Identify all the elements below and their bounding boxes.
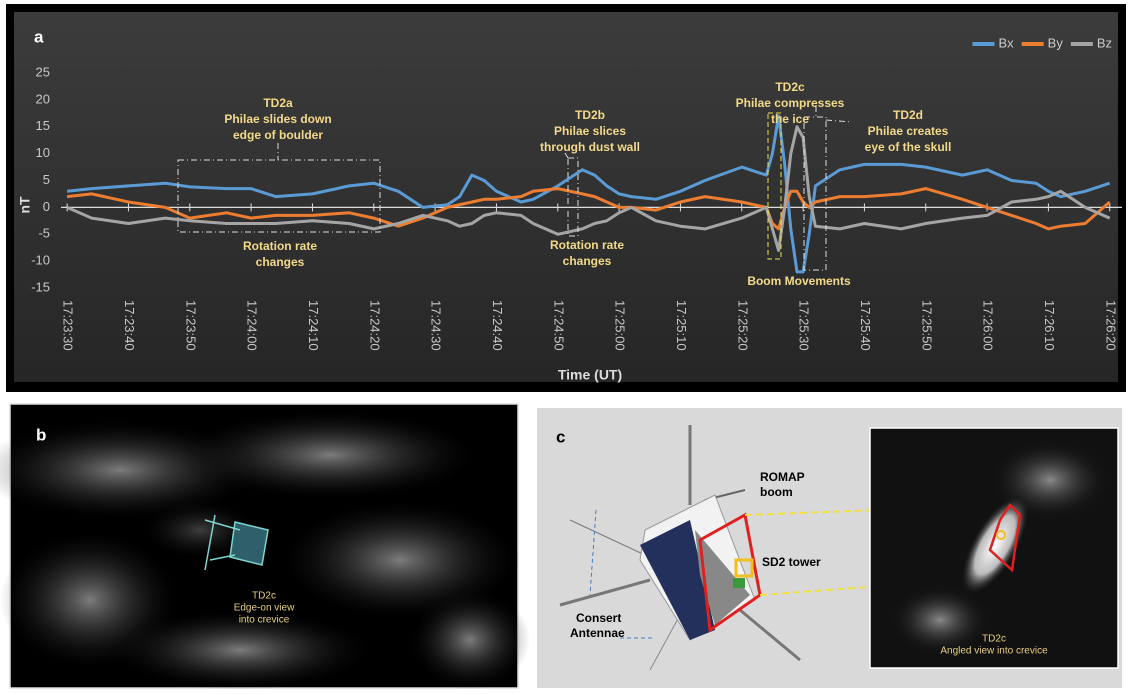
series-line [66, 114, 1111, 274]
x-tick-label: 17:24:30 [429, 300, 444, 351]
diagram-label: SD2 tower [762, 555, 821, 569]
annotation-box [567, 157, 579, 237]
annotation: the ice [771, 112, 809, 126]
annotation: Boom Movements [747, 274, 851, 288]
annotation-stem [825, 119, 853, 123]
x-tick-label: 17:26:20 [1103, 300, 1118, 351]
annotation-box [767, 112, 782, 260]
lander-diagram [559, 425, 801, 671]
diagram-label: Antennae [570, 626, 625, 640]
x-axis-label: Time (UT) [558, 367, 622, 383]
x-tick-label: 17:24:50 [551, 300, 566, 351]
series-line [66, 125, 1111, 252]
y-tick-label: -5 [38, 226, 50, 241]
y-axis-label: nT [17, 196, 33, 214]
caption: Edge-on view [234, 603, 295, 614]
panel-label: b [36, 425, 46, 444]
y-tick-label: -15 [31, 279, 50, 294]
panel-a-background [14, 12, 1118, 382]
y-tick-label: -10 [31, 253, 50, 268]
x-tick-label: 17:26:00 [981, 300, 996, 351]
x-tick-label: 17:24:40 [490, 300, 505, 351]
caption: Angled view into crevice [940, 646, 1048, 657]
annotation: changes [256, 255, 305, 269]
annotation: TD2c [775, 80, 805, 94]
x-tick-label: 17:25:50 [919, 300, 934, 351]
annotation: Rotation rate [550, 238, 624, 252]
caption: TD2c [982, 634, 1006, 645]
caption: TD2c [252, 591, 276, 602]
panel-label: c [556, 427, 565, 446]
x-tick-label: 17:25:40 [858, 300, 873, 351]
legend-label: Bx [998, 35, 1014, 50]
annotations: TD2a Philae slides down edge of boulder … [224, 80, 951, 288]
legend-label: Bz [1097, 35, 1112, 50]
caption: into crevice [239, 615, 290, 626]
annotation: Philae slices [554, 124, 626, 138]
y-tick-label: 5 [43, 172, 50, 187]
annotation: TD2a [263, 96, 293, 110]
x-tick-label: 17:23:30 [61, 300, 76, 351]
annotation: TD2b [575, 108, 605, 122]
annotation-box [803, 116, 827, 271]
annotation: Philae creates [868, 124, 949, 138]
annotation-stem [564, 152, 569, 159]
x-tick-label: 17:25:10 [674, 300, 689, 351]
annotation-boxes [177, 106, 853, 271]
plot-area: -15 -10 -5 0 5 10 15 20 25 17:23:30 17:23:40 17:23:… [31, 35, 1122, 351]
annotation: eye of the skull [865, 140, 952, 154]
x-tick-label: 17:24:00 [245, 300, 260, 351]
annotation: edge of boulder [233, 128, 323, 142]
x-tick-label: 17:24:10 [306, 300, 321, 351]
diagram-label: ROMAP [760, 470, 805, 484]
y-tick-label: 10 [36, 145, 50, 160]
inset-texture [890, 440, 1110, 655]
y-tick-label: 20 [36, 91, 50, 106]
panel-label: a [34, 27, 44, 46]
diagram-label: boom [760, 485, 793, 499]
annotation-box [177, 159, 381, 233]
annotation: through dust wall [540, 140, 640, 154]
annotation: Philae compresses [736, 96, 845, 110]
y-tick-label: 15 [36, 118, 50, 133]
annotation: Philae slides down [224, 112, 331, 126]
y-tick-label: 25 [36, 64, 50, 79]
annotation: Rotation rate [243, 239, 317, 253]
lander-icon [204, 514, 269, 571]
x-tick-label: 17:25:20 [735, 300, 750, 351]
rock-texture [0, 410, 530, 690]
x-tick-label: 17:24:20 [367, 300, 382, 351]
diagram-label: Consert [576, 611, 621, 625]
y-tick-label: 0 [43, 199, 50, 214]
x-tick-label: 17:23:40 [122, 300, 137, 351]
x-tick-label: 17:23:50 [183, 300, 198, 351]
legend-label: By [1048, 35, 1064, 50]
x-tick-label: 17:25:30 [797, 300, 812, 351]
annotation: TD2d [893, 108, 923, 122]
x-tick-label: 17:26:10 [1042, 300, 1057, 351]
annotation: changes [563, 254, 612, 268]
x-tick-label: 17:25:00 [613, 300, 628, 351]
